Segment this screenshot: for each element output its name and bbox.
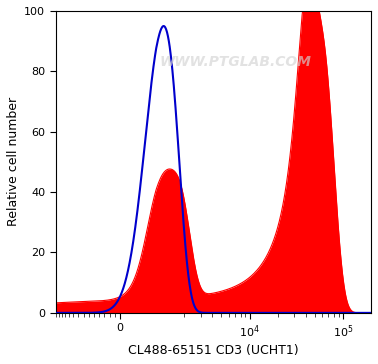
Y-axis label: Relative cell number: Relative cell number	[7, 97, 20, 226]
X-axis label: CL488-65151 CD3 (UCHT1): CL488-65151 CD3 (UCHT1)	[128, 344, 299, 357]
Text: WWW.PTGLAB.COM: WWW.PTGLAB.COM	[160, 55, 311, 69]
